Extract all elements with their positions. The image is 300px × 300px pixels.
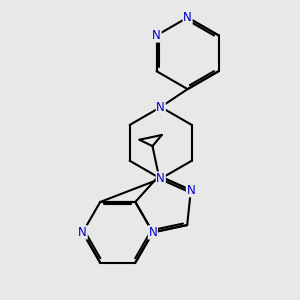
Text: N: N — [187, 184, 195, 197]
Text: N: N — [156, 172, 165, 185]
Text: N: N — [148, 226, 157, 239]
Text: N: N — [183, 11, 192, 24]
Text: N: N — [152, 29, 161, 42]
Text: N: N — [78, 226, 87, 239]
Text: N: N — [156, 100, 165, 113]
